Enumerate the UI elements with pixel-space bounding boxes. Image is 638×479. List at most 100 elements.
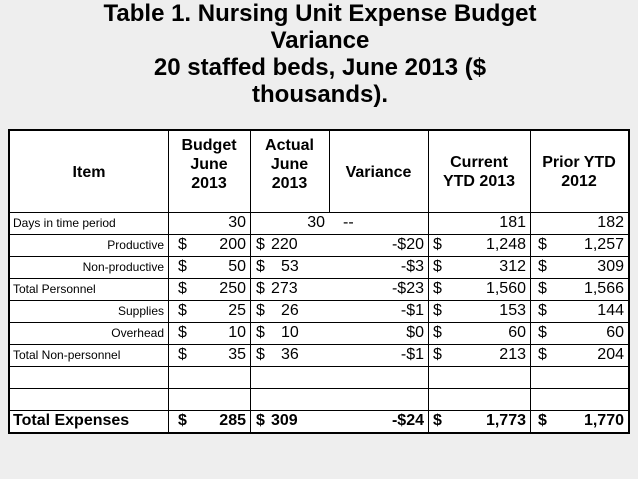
current-ytd-value: 1,773 <box>485 412 526 429</box>
current-ytd-value: 312 <box>499 258 526 275</box>
grid-line <box>10 410 628 411</box>
currency-symbol: $ <box>433 412 442 429</box>
budget-value: 25 <box>228 302 246 319</box>
currency-symbol: $ <box>538 236 547 253</box>
grid-line <box>530 131 531 432</box>
currency-symbol: $ <box>256 280 265 297</box>
variance-value: $0 <box>406 324 424 341</box>
header-current-line: Current <box>450 154 508 171</box>
grid-line <box>10 344 628 345</box>
variance-value: -$1 <box>400 346 424 363</box>
title-line-4: thousands). <box>252 81 388 108</box>
variance-value: -$23 <box>391 280 424 297</box>
currency-symbol: $ <box>178 324 187 341</box>
current-ytd-value: 1,560 <box>485 280 526 297</box>
currency-symbol: $ <box>256 324 265 341</box>
header-budget-line: Budget <box>181 137 237 154</box>
currency-symbol: $ <box>433 236 442 253</box>
budget-value: 30 <box>228 214 246 231</box>
current-ytd-value: 1,248 <box>485 236 526 253</box>
currency-symbol: $ <box>178 412 187 429</box>
row-label: Supplies <box>117 304 164 318</box>
currency-symbol: $ <box>538 324 547 341</box>
currency-symbol: $ <box>178 302 187 319</box>
currency-symbol: $ <box>433 346 442 363</box>
header-prior-line: 2012 <box>561 173 597 190</box>
row-label: Overhead <box>111 326 164 340</box>
budget-value: 10 <box>228 324 246 341</box>
current-ytd-value: 181 <box>499 214 526 231</box>
grid-line <box>10 256 628 257</box>
actual-value: 53 <box>281 258 299 275</box>
table-title: Table 1. Nursing Unit Expense Budget Var… <box>40 0 600 108</box>
budget-value: 250 <box>219 280 246 297</box>
actual-value: 26 <box>281 302 299 319</box>
prior-ytd-value: 1,770 <box>583 412 624 429</box>
currency-symbol: $ <box>538 302 547 319</box>
currency-symbol: $ <box>433 280 442 297</box>
row-label: Total Non-personnel <box>13 348 121 362</box>
title-line-2: Variance <box>270 27 370 54</box>
header-budget-line: 2013 <box>191 175 227 192</box>
grid-line <box>168 131 169 432</box>
actual-value: 10 <box>281 324 299 341</box>
variance-value: -$3 <box>400 258 424 275</box>
grid-line <box>250 131 251 432</box>
actual-value: 30 <box>307 214 325 231</box>
header-variance: Variance <box>345 164 412 181</box>
grid-line <box>428 131 429 432</box>
expense-table: Item Budget June 2013 Actual June 2013 V… <box>8 129 630 434</box>
grid-line <box>10 234 628 235</box>
row-label: Total Expenses <box>13 412 130 429</box>
currency-symbol: $ <box>538 280 547 297</box>
row-label: Total Personnel <box>13 282 96 296</box>
prior-ytd-value: 182 <box>597 214 624 231</box>
actual-value: 36 <box>281 346 299 363</box>
grid-line <box>10 366 628 367</box>
current-ytd-value: 153 <box>499 302 526 319</box>
variance-value: -$1 <box>400 302 424 319</box>
variance-value: -$20 <box>391 236 424 253</box>
header-actual-line: 2013 <box>271 175 308 192</box>
actual-value: 309 <box>271 412 298 429</box>
budget-value: 200 <box>219 236 246 253</box>
grid-line <box>10 278 628 279</box>
grid-line <box>10 322 628 323</box>
currency-symbol: $ <box>178 258 187 275</box>
budget-value: 35 <box>228 346 246 363</box>
prior-ytd-value: 1,257 <box>583 236 624 253</box>
variance-value: -- <box>343 214 354 231</box>
currency-symbol: $ <box>538 346 547 363</box>
row-label: Days in time period <box>13 216 116 230</box>
header-actual: Actual June 2013 <box>250 136 329 193</box>
header-actual-line: Actual <box>265 137 314 154</box>
variance-value: -$24 <box>391 412 424 429</box>
header-item: Item <box>72 164 106 181</box>
currency-symbol: $ <box>256 412 265 429</box>
currency-symbol: $ <box>256 236 265 253</box>
currency-symbol: $ <box>178 280 187 297</box>
grid-line <box>10 212 628 213</box>
header-current-line: YTD 2013 <box>442 173 516 190</box>
grid-line <box>329 131 330 212</box>
currency-symbol: $ <box>256 346 265 363</box>
budget-value: 50 <box>228 258 246 275</box>
header-prior-line: Prior YTD <box>542 154 616 171</box>
currency-symbol: $ <box>433 324 442 341</box>
current-ytd-value: 60 <box>508 324 526 341</box>
actual-value: 220 <box>271 236 298 253</box>
title-line-1: Table 1. Nursing Unit Expense Budget <box>103 0 537 27</box>
prior-ytd-value: 1,566 <box>583 280 624 297</box>
currency-symbol: $ <box>433 302 442 319</box>
actual-value: 273 <box>271 280 298 297</box>
currency-symbol: $ <box>538 258 547 275</box>
title-line-3: 20 staffed beds, June 2013 ($ <box>153 54 487 81</box>
currency-symbol: $ <box>538 412 547 429</box>
row-label: Non-productive <box>82 260 164 274</box>
prior-ytd-value: 60 <box>606 324 624 341</box>
currency-symbol: $ <box>178 236 187 253</box>
header-current-ytd: Current YTD 2013 <box>428 153 530 191</box>
budget-value: 285 <box>219 412 246 429</box>
current-ytd-value: 213 <box>499 346 526 363</box>
currency-symbol: $ <box>178 346 187 363</box>
